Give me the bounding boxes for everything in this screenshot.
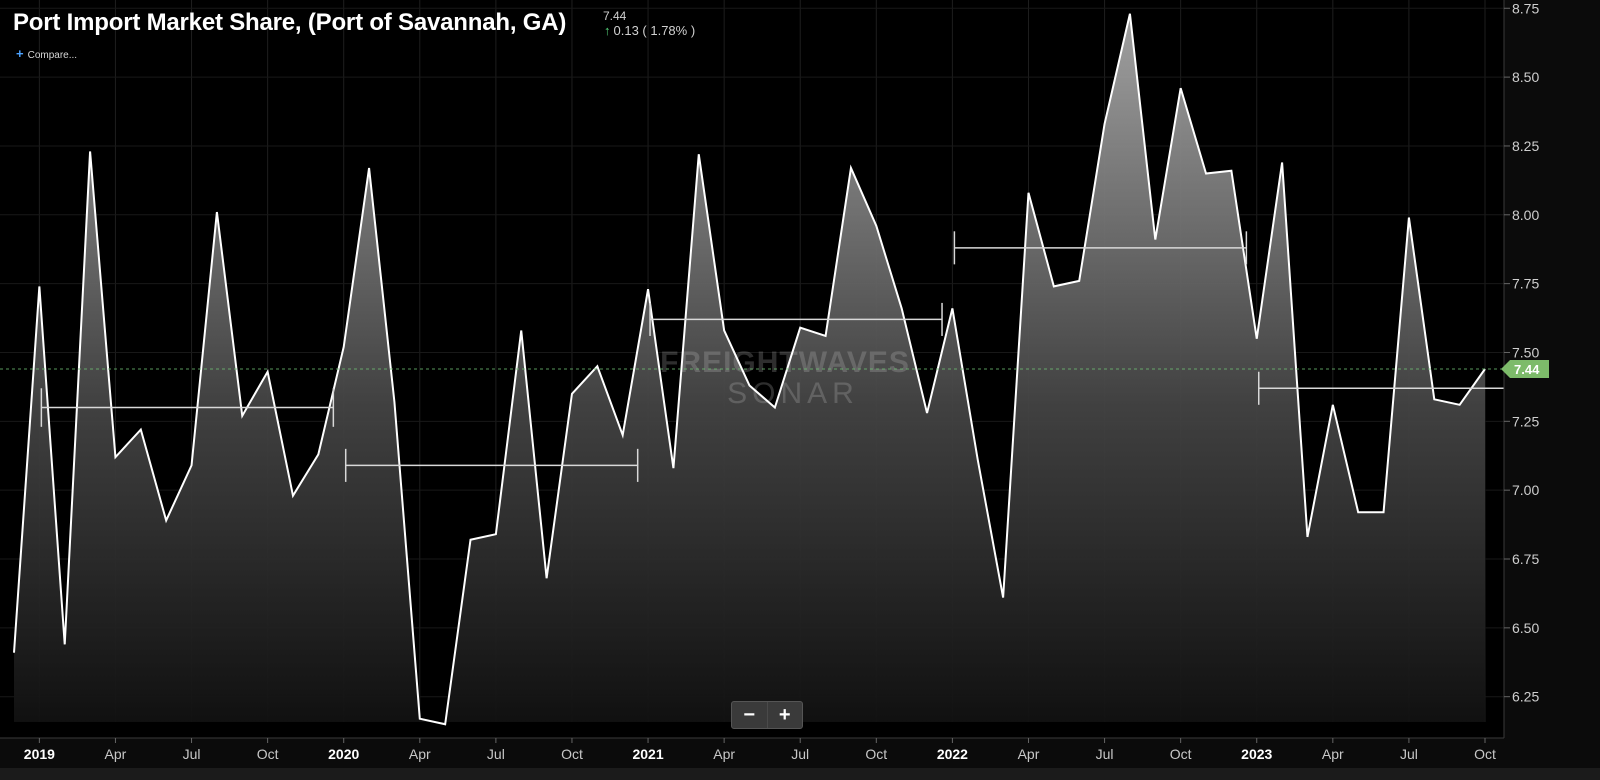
chart-title: Port Import Market Share, (Port of Savan… bbox=[13, 9, 567, 36]
x-tick-label: Oct bbox=[561, 746, 583, 762]
x-tick-label: Jul bbox=[1096, 746, 1114, 762]
x-tick-label: 2020 bbox=[328, 746, 359, 762]
y-tick-label: 8.75 bbox=[1512, 0, 1539, 16]
zoom-out-button[interactable]: − bbox=[743, 703, 756, 726]
x-tick-label: 2019 bbox=[24, 746, 55, 762]
x-tick-label: Apr bbox=[1322, 746, 1344, 762]
x-tick-label: Jul bbox=[791, 746, 809, 762]
up-arrow-icon: ↑ bbox=[604, 23, 611, 38]
y-tick-label: 8.25 bbox=[1512, 138, 1539, 154]
x-tick-label: 2021 bbox=[632, 746, 663, 762]
current-value-badge: 7.44 bbox=[1501, 360, 1549, 378]
change-value: 0.13 ( 1.78% ) bbox=[613, 23, 696, 38]
y-tick-label: 7.50 bbox=[1512, 344, 1539, 360]
y-tick-label: 7.75 bbox=[1512, 276, 1539, 292]
current-value-badge-bg bbox=[1501, 360, 1549, 378]
x-tick-label: Jul bbox=[183, 746, 201, 762]
current-value-label: 7.44 bbox=[1514, 362, 1540, 377]
zoom-in-button[interactable]: + bbox=[766, 702, 803, 728]
x-tick-label: 2023 bbox=[1241, 746, 1272, 762]
plus-icon: + bbox=[16, 46, 24, 61]
y-tick-label: 7.25 bbox=[1512, 413, 1539, 429]
x-tick-label: Oct bbox=[865, 746, 887, 762]
x-tick-label: Apr bbox=[409, 746, 431, 762]
x-tick-label: Jul bbox=[487, 746, 505, 762]
x-tick-label: Apr bbox=[105, 746, 127, 762]
x-tick-label: Oct bbox=[1170, 746, 1192, 762]
zoom-controls: − + bbox=[731, 701, 803, 729]
x-tick-label: Apr bbox=[1018, 746, 1040, 762]
y-tick-label: 8.00 bbox=[1512, 207, 1539, 223]
change-readout: ↑ 0.13 ( 1.78% ) bbox=[604, 23, 695, 38]
series-line bbox=[13, 13, 1486, 726]
range-bars bbox=[40, 231, 1552, 482]
x-tick-label: 2022 bbox=[937, 746, 968, 762]
y-tick-label: 6.75 bbox=[1512, 551, 1539, 567]
compare-label: Compare... bbox=[27, 50, 78, 61]
last-value: 7.44 bbox=[603, 9, 627, 23]
compare-button[interactable]: + Compare... bbox=[16, 46, 77, 61]
y-tick-label: 8.50 bbox=[1512, 69, 1539, 85]
y-tick-label: 7.00 bbox=[1512, 482, 1539, 498]
y-axis-panel bbox=[1504, 0, 1600, 768]
x-tick-label: Oct bbox=[1474, 746, 1496, 762]
y-tick-label: 6.50 bbox=[1512, 620, 1539, 636]
x-tick-label: Oct bbox=[257, 746, 279, 762]
y-tick-label: 6.25 bbox=[1512, 689, 1539, 705]
x-tick-label: Apr bbox=[713, 746, 735, 762]
watermark-line1: FREIGHTWAVES bbox=[660, 346, 910, 379]
series-area bbox=[14, 13, 1485, 725]
x-tick-label: Jul bbox=[1400, 746, 1418, 762]
bottom-bar bbox=[0, 768, 1600, 780]
